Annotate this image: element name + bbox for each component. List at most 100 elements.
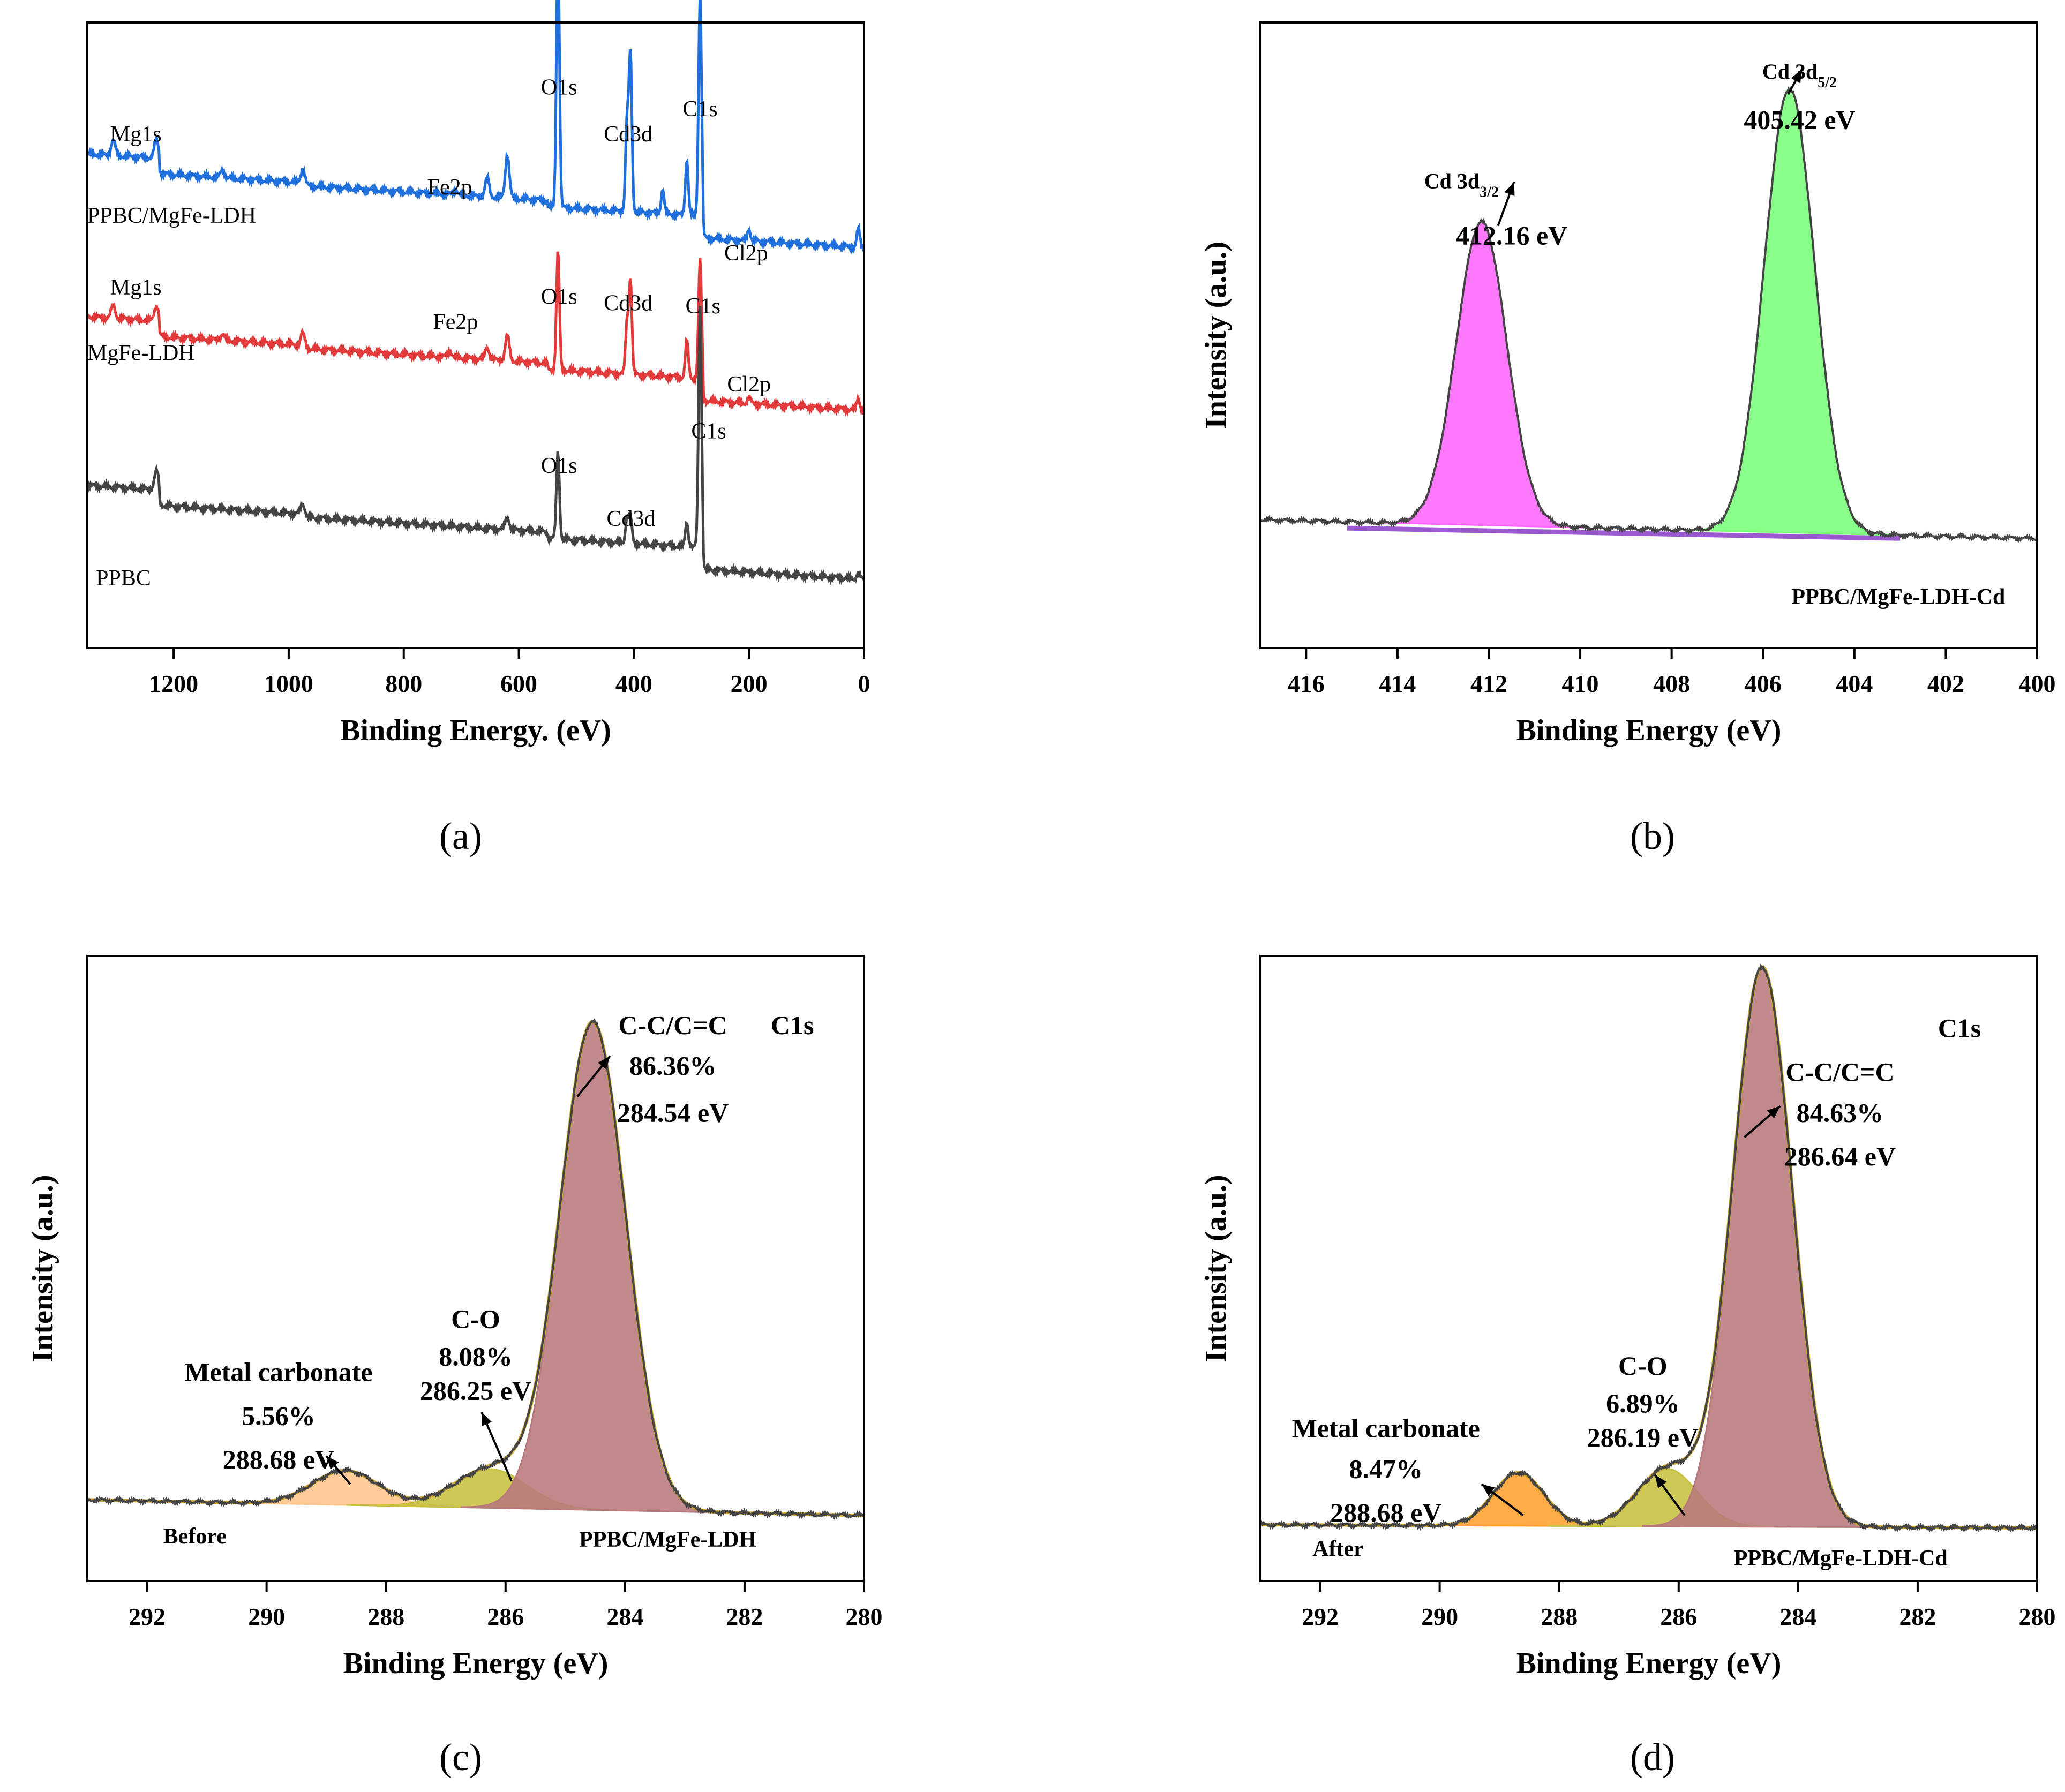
plot-frame: [1259, 955, 2038, 1582]
panel-b-cd3d-spectrum: Cd 3d3/2 412.16 eV Cd 3d5/2 405.42 eV PPBC/M…: [1199, 21, 2056, 747]
raw-spectrum-line: [1259, 86, 2038, 544]
x-tick-label: 288: [367, 1603, 404, 1630]
y-axis-label: Intensity (a.u.): [1199, 242, 1233, 429]
x-tick-label: 600: [500, 670, 537, 697]
x-tick-label: 1000: [264, 670, 313, 697]
component-cd-3d3-2: [1380, 221, 1583, 529]
peak-label-ppbc: PPBC: [96, 566, 151, 591]
annotation-c1s: C1s: [771, 1010, 814, 1040]
annotation-8-08: 8.08%: [439, 1341, 513, 1371]
annotation-c-c-c-c: C-C/C=C: [1785, 1057, 1894, 1087]
annotation-c-c-c-c: C-C/C=C: [618, 1010, 727, 1040]
panel-a-survey-spectrum: Mg1sPPBC/MgFe-LDHFe2pO1sCd3dC1sCl2pMg1sM…: [86, 0, 870, 747]
raw-spectrum-line: [1259, 963, 2038, 1533]
x-tick-label: 400: [2019, 670, 2056, 697]
x-tick-label: 412: [1470, 670, 1507, 697]
x-tick-label: 800: [385, 670, 422, 697]
annotation-metal-carbonate: Metal carbonate: [184, 1357, 372, 1387]
caption-d: (d): [1630, 1736, 1675, 1779]
peak-label-fe2p: Fe2p: [427, 175, 472, 200]
plot-frame: [86, 21, 865, 649]
annotation-arrow-head: [326, 1456, 339, 1470]
x-tick-label: 284: [606, 1603, 643, 1630]
x-tick-label: 402: [1927, 670, 1964, 697]
series-line-ppbc-mgfe-ldh: [86, 0, 865, 255]
annotation-ppbc-mgfe-ldh-cd: PPBC/MgFe-LDH-Cd: [1791, 585, 2005, 609]
caption-b: (b): [1630, 815, 1675, 857]
peak-label-cd3d: Cd3d: [606, 507, 655, 531]
peak-label-c1s: C1s: [682, 97, 717, 122]
x-tick-label: 290: [248, 1603, 285, 1630]
series-line-mgfe-ldh: [86, 251, 866, 417]
x-tick-label: 284: [1779, 1603, 1816, 1630]
raw-spectrum-line: [86, 1018, 865, 1520]
annotation-86-36: 86.36%: [629, 1051, 717, 1081]
x-tick-label: 280: [846, 1603, 883, 1630]
annotation-ppbc-mgfe-ldh-cd: PPBC/MgFe-LDH-Cd: [1734, 1546, 1948, 1571]
annotation-c-o: C-O: [451, 1304, 500, 1334]
component-cd-3d5-2: [1688, 87, 1891, 536]
annotation-arrow-head: [1767, 1106, 1781, 1119]
annotation-arrow-head: [1655, 1474, 1667, 1488]
annotation-286-64-ev: 286.64 eV: [1784, 1141, 1896, 1171]
peak-label-cd3d: Cd3d: [604, 122, 652, 147]
annotation-412-16-ev: 412.16 eV: [1456, 221, 1567, 251]
peak-label-fe2p: Fe2p: [433, 310, 478, 334]
annotation-8-47: 8.47%: [1349, 1454, 1423, 1484]
peak-label-o1s: O1s: [541, 75, 577, 100]
peak-label-cd-3d3-2: Cd 3d3/2: [1424, 169, 1499, 201]
x-tick-label: 292: [129, 1603, 166, 1630]
x-tick-label: 400: [615, 670, 652, 697]
peak-label-cd-3d5-2: Cd 3d5/2: [1762, 59, 1837, 91]
peak-label-c1s: C1s: [691, 419, 726, 444]
x-tick-label: 200: [731, 670, 768, 697]
y-axis-label: Intensity (a.u.): [1199, 1174, 1233, 1362]
peak-label-mgfe-ldh: MgFe-LDH: [87, 341, 195, 366]
annotation-before: Before: [163, 1524, 227, 1549]
peak-label-cd3d: Cd3d: [604, 291, 652, 315]
peak-label-ppbc-mgfe-ldh: PPBC/MgFe-LDH: [87, 204, 256, 228]
annotation-arrow-head: [1791, 69, 1802, 84]
x-tick-label: 282: [1899, 1603, 1936, 1630]
fit-envelope: [87, 1020, 865, 1517]
x-tick-label: 288: [1541, 1603, 1578, 1630]
annotation-284-54-ev: 284.54 eV: [617, 1097, 729, 1127]
annotation-5-56: 5.56%: [242, 1401, 316, 1430]
x-tick-label: 408: [1653, 670, 1690, 697]
component-metal-carbonate: [1417, 1472, 1620, 1527]
series-line-ppbc: [86, 306, 865, 585]
x-tick-label: 286: [487, 1603, 524, 1630]
x-tick-label: 416: [1288, 670, 1325, 697]
peak-label-o1s: O1s: [541, 454, 577, 478]
annotation-6-89: 6.89%: [1606, 1388, 1680, 1418]
x-axis-label: Binding Energy. (eV): [340, 714, 611, 747]
x-tick-label: 1200: [149, 670, 198, 697]
x-tick-label: 280: [2019, 1603, 2056, 1630]
panel-c-c1s-before: C-C/C=C 86.36% 284.54 eV C1s C-O 8.08% 286.25 …: [26, 955, 883, 1680]
x-axis-label: Binding Energy (eV): [1516, 714, 1782, 747]
peak-label-cl2p: Cl2p: [727, 372, 771, 397]
annotation-c1s: C1s: [1938, 1013, 1981, 1043]
plot-frame: [86, 955, 865, 1582]
peak-label-cl2p: Cl2p: [724, 241, 768, 266]
annotation-arrow-head: [1481, 1484, 1495, 1496]
annotation-286-25-ev: 286.25 eV: [420, 1376, 531, 1406]
annotation-288-68-ev: 288.68 eV: [223, 1444, 334, 1474]
x-axis-label: Binding Energy (eV): [343, 1647, 609, 1680]
annotation-405-42-ev: 405.42 eV: [1744, 105, 1855, 135]
x-tick-label: 406: [1745, 670, 1782, 697]
peak-label-mg1s: Mg1s: [110, 122, 162, 147]
component-c-c-c-c: [460, 1021, 725, 1514]
x-tick-label: 290: [1421, 1603, 1458, 1630]
peak-label-c1s: C1s: [686, 294, 720, 319]
y-axis-label: Intensity (a.u.): [26, 1174, 59, 1362]
x-tick-label: 410: [1562, 670, 1599, 697]
x-tick-label: 414: [1379, 670, 1416, 697]
x-axis-label: Binding Energy (eV): [1516, 1647, 1782, 1680]
annotation-after: After: [1312, 1537, 1364, 1561]
x-tick-label: 292: [1302, 1603, 1339, 1630]
caption-c: (c): [439, 1736, 482, 1779]
x-tick-label: 0: [858, 670, 870, 697]
peak-label-o1s: O1s: [541, 285, 577, 310]
annotation-arrow-head: [1504, 182, 1515, 196]
